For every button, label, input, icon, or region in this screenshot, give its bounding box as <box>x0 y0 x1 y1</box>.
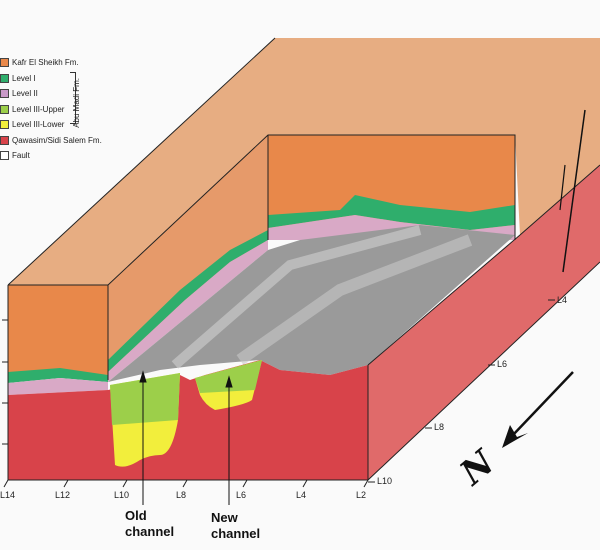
front-tick-label: L12 <box>55 490 71 500</box>
front-tick-label: L2 <box>356 490 367 500</box>
legend-group-label: Abu Madi Fm. <box>72 78 81 128</box>
old-channel-upper <box>110 373 180 425</box>
legend-swatch <box>0 135 9 145</box>
legend-item: Level III-Upper <box>0 102 102 118</box>
legend-label: Level I <box>12 73 36 83</box>
front-level2 <box>8 378 108 395</box>
fault-line <box>562 109 586 273</box>
legend-swatch <box>0 104 9 114</box>
legend-item: Level I <box>0 71 102 87</box>
new-channel-label: New channel <box>211 510 261 541</box>
front-kafr <box>8 285 108 375</box>
old-channel-label: Old channel <box>125 508 175 539</box>
legend: Kafr El Sheikh Fm. Level I Level II Leve… <box>0 55 102 164</box>
legend-label: Level III-Lower <box>12 120 65 130</box>
side-tick-label: L6 <box>497 359 508 369</box>
ridge <box>236 234 473 365</box>
back-wall-level1 <box>268 195 515 230</box>
top-surface <box>8 38 600 285</box>
fault-line <box>559 164 566 211</box>
front-tick-label: L14 <box>0 490 16 500</box>
legend-label: Level II <box>12 89 38 99</box>
inner-wall-level1 <box>108 230 268 372</box>
tick-marks <box>2 299 555 488</box>
legend-swatch <box>0 73 9 83</box>
north-arrow-icon <box>502 371 574 448</box>
legend-item: Qawasim/Sidi Salem Fm. <box>0 133 102 149</box>
annotation-arrows <box>139 370 233 505</box>
side-tick-label: L4 <box>557 295 568 305</box>
block-edges <box>7 37 600 481</box>
legend-item: Kafr El Sheikh Fm. <box>0 55 102 71</box>
ridge <box>171 225 422 369</box>
side-tick-label: L10 <box>377 476 393 486</box>
front-tick-label: L8 <box>176 490 187 500</box>
front-qawasim <box>8 360 368 480</box>
legend-label: Qawasim/Sidi Salem Fm. <box>12 135 102 145</box>
legend-label: Level III-Upper <box>12 104 65 114</box>
new-channel-upper <box>195 360 262 393</box>
legend-swatch <box>0 151 9 161</box>
legend-item: Level III-Lower <box>0 117 102 133</box>
right-face <box>368 165 600 480</box>
side-tick-label: L8 <box>434 422 445 432</box>
front-tick-label: L6 <box>236 490 247 500</box>
inner-wall-level2 <box>108 240 268 382</box>
legend-item: Level II <box>0 86 102 102</box>
legend-item: Fault <box>0 148 102 164</box>
legend-label: Fault <box>12 151 30 161</box>
front-tick-label: L4 <box>296 490 307 500</box>
front-level1 <box>8 368 108 383</box>
legend-label: Kafr El Sheikh Fm. <box>12 58 79 68</box>
legend-swatch <box>0 58 9 68</box>
legend-swatch <box>0 89 9 99</box>
front-tick-label: L10 <box>114 490 130 500</box>
legend-swatch <box>0 120 9 130</box>
left-inner-wall <box>108 135 268 380</box>
legend-bracket <box>70 72 76 124</box>
